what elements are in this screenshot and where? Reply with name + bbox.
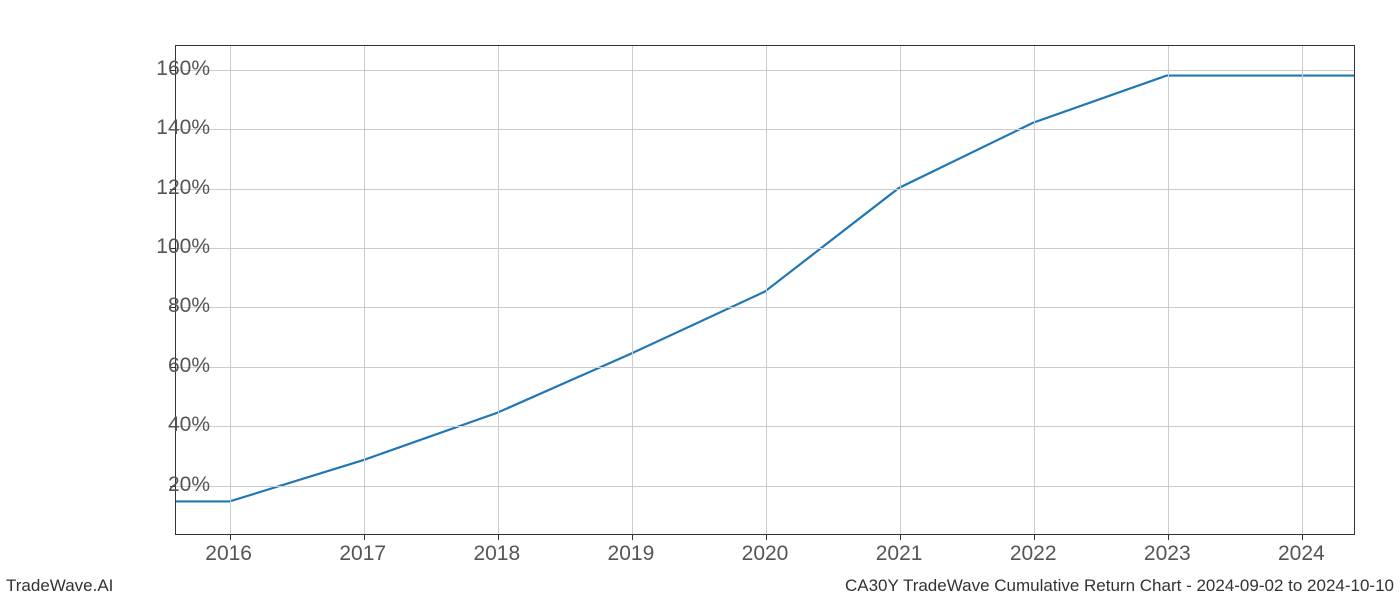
- y-tick-label: 100%: [130, 235, 210, 259]
- grid-line-horizontal: [176, 129, 1354, 130]
- x-tick-mark: [900, 534, 901, 540]
- y-tick-label: 120%: [130, 176, 210, 200]
- footer-left-brand: TradeWave.AI: [6, 576, 113, 596]
- grid-line-vertical: [364, 46, 365, 534]
- grid-line-horizontal: [176, 70, 1354, 71]
- x-tick-label: 2024: [1278, 542, 1325, 566]
- x-tick-label: 2016: [205, 542, 252, 566]
- y-tick-label: 20%: [130, 473, 210, 497]
- grid-line-horizontal: [176, 426, 1354, 427]
- x-tick-mark: [1302, 534, 1303, 540]
- y-tick-label: 60%: [130, 354, 210, 378]
- y-tick-label: 140%: [130, 116, 210, 140]
- grid-line-horizontal: [176, 248, 1354, 249]
- grid-line-vertical: [632, 46, 633, 534]
- y-tick-label: 80%: [130, 294, 210, 318]
- x-tick-mark: [1168, 534, 1169, 540]
- grid-line-vertical: [1302, 46, 1303, 534]
- y-tick-label: 40%: [130, 413, 210, 437]
- grid-line-vertical: [766, 46, 767, 534]
- plot-area: [175, 45, 1355, 535]
- x-tick-label: 2019: [608, 542, 655, 566]
- x-tick-label: 2023: [1144, 542, 1191, 566]
- x-tick-label: 2017: [339, 542, 386, 566]
- footer-right-caption: CA30Y TradeWave Cumulative Return Chart …: [845, 576, 1394, 596]
- grid-line-vertical: [230, 46, 231, 534]
- grid-line-vertical: [1034, 46, 1035, 534]
- x-tick-label: 2022: [1010, 542, 1057, 566]
- grid-line-vertical: [1168, 46, 1169, 534]
- x-tick-label: 2020: [742, 542, 789, 566]
- grid-line-horizontal: [176, 307, 1354, 308]
- cumulative-return-line: [176, 76, 1354, 502]
- grid-line-vertical: [498, 46, 499, 534]
- x-tick-mark: [230, 534, 231, 540]
- grid-line-horizontal: [176, 367, 1354, 368]
- x-tick-label: 2021: [876, 542, 923, 566]
- grid-line-vertical: [900, 46, 901, 534]
- grid-line-horizontal: [176, 486, 1354, 487]
- x-tick-label: 2018: [473, 542, 520, 566]
- x-tick-mark: [498, 534, 499, 540]
- x-tick-mark: [364, 534, 365, 540]
- x-tick-mark: [1034, 534, 1035, 540]
- x-tick-mark: [766, 534, 767, 540]
- x-tick-mark: [632, 534, 633, 540]
- chart-container: [175, 45, 1355, 535]
- y-tick-label: 160%: [130, 57, 210, 81]
- line-chart-svg: [176, 46, 1354, 534]
- grid-line-horizontal: [176, 189, 1354, 190]
